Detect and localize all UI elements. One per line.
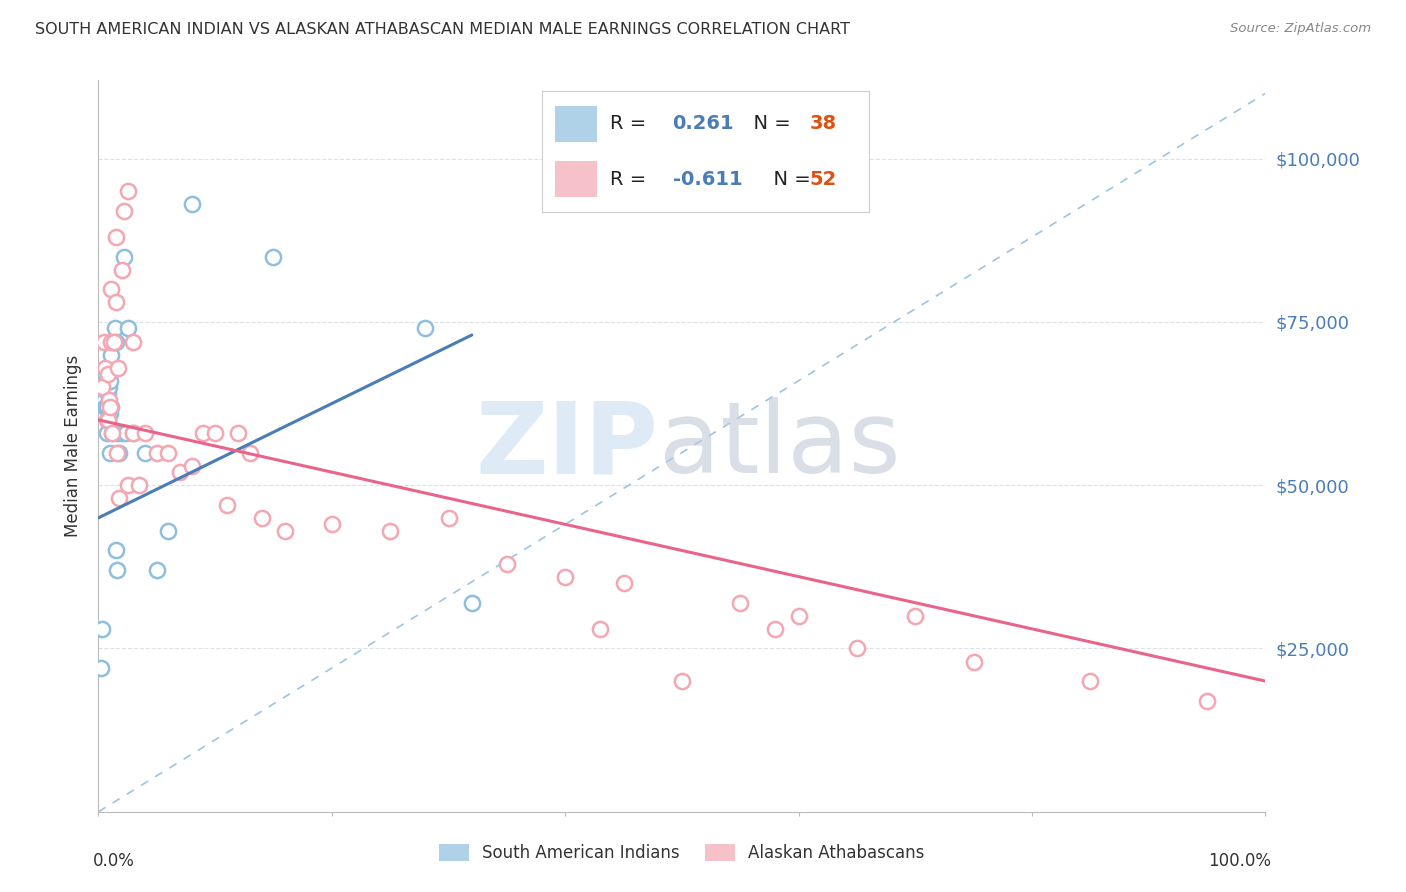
- Point: [97, 367, 120, 381]
- Point: [228, 425, 250, 440]
- Point: [589, 622, 612, 636]
- Point: [134, 445, 156, 459]
- Point: [97, 367, 120, 381]
- Point: [117, 184, 139, 198]
- Point: [105, 563, 128, 577]
- Point: [763, 622, 786, 636]
- Point: [180, 458, 202, 473]
- Point: [100, 347, 122, 362]
- Point: [111, 425, 134, 440]
- Point: [461, 596, 484, 610]
- Point: [262, 250, 284, 264]
- Point: [96, 425, 118, 440]
- Point: [787, 608, 810, 623]
- Point: [1080, 674, 1102, 689]
- Point: [122, 425, 145, 440]
- Point: [104, 543, 127, 558]
- Text: atlas: atlas: [658, 398, 900, 494]
- Point: [204, 425, 226, 440]
- Point: [96, 400, 118, 414]
- Point: [846, 641, 869, 656]
- Point: [100, 334, 122, 349]
- Point: [98, 406, 121, 420]
- Point: [104, 295, 127, 310]
- Point: [90, 380, 112, 394]
- Point: [98, 445, 121, 459]
- Point: [90, 661, 112, 675]
- Point: [105, 445, 128, 459]
- Point: [671, 674, 693, 689]
- Text: 0.0%: 0.0%: [93, 852, 135, 870]
- Point: [117, 321, 139, 335]
- Point: [904, 608, 927, 623]
- Point: [321, 517, 343, 532]
- Point: [380, 524, 402, 538]
- Point: [94, 400, 117, 414]
- Point: [437, 511, 460, 525]
- Point: [93, 380, 115, 394]
- Point: [104, 321, 127, 335]
- Point: [146, 563, 169, 577]
- Point: [115, 425, 138, 440]
- Point: [90, 622, 112, 636]
- Point: [274, 524, 297, 538]
- Point: [128, 478, 150, 492]
- Point: [108, 445, 131, 459]
- Point: [96, 413, 118, 427]
- Point: [100, 400, 122, 414]
- Legend: South American Indians, Alaskan Athabascans: South American Indians, Alaskan Athabasc…: [439, 844, 925, 862]
- Point: [122, 334, 145, 349]
- Point: [98, 374, 121, 388]
- Point: [169, 465, 191, 479]
- Point: [157, 524, 180, 538]
- Text: SOUTH AMERICAN INDIAN VS ALASKAN ATHABASCAN MEDIAN MALE EARNINGS CORRELATION CHA: SOUTH AMERICAN INDIAN VS ALASKAN ATHABAS…: [35, 22, 851, 37]
- Point: [122, 425, 145, 440]
- Point: [117, 478, 139, 492]
- Point: [112, 203, 135, 218]
- Y-axis label: Median Male Earnings: Median Male Earnings: [65, 355, 83, 537]
- Point: [413, 321, 436, 335]
- Point: [97, 393, 120, 408]
- Point: [157, 445, 180, 459]
- Point: [98, 400, 121, 414]
- Point: [101, 425, 124, 440]
- Point: [103, 334, 125, 349]
- Point: [104, 230, 127, 244]
- Point: [193, 425, 215, 440]
- Point: [93, 393, 115, 408]
- Point: [111, 262, 134, 277]
- Point: [100, 282, 122, 296]
- Point: [496, 557, 519, 571]
- Point: [97, 413, 120, 427]
- Point: [97, 360, 120, 375]
- Point: [94, 367, 117, 381]
- Point: [730, 596, 752, 610]
- Text: ZIP: ZIP: [475, 398, 658, 494]
- Point: [108, 491, 131, 506]
- Text: 100.0%: 100.0%: [1208, 852, 1271, 870]
- Text: Source: ZipAtlas.com: Source: ZipAtlas.com: [1230, 22, 1371, 36]
- Point: [93, 334, 115, 349]
- Point: [105, 425, 128, 440]
- Point: [97, 386, 120, 401]
- Point: [107, 360, 129, 375]
- Point: [239, 445, 262, 459]
- Point: [134, 425, 156, 440]
- Point: [613, 576, 636, 591]
- Point: [94, 360, 117, 375]
- Point: [103, 334, 125, 349]
- Point: [97, 413, 120, 427]
- Point: [146, 445, 169, 459]
- Point: [101, 425, 124, 440]
- Point: [1195, 694, 1218, 708]
- Point: [250, 511, 273, 525]
- Point: [180, 197, 202, 211]
- Point: [962, 655, 984, 669]
- Point: [554, 569, 576, 583]
- Point: [97, 380, 120, 394]
- Point: [112, 250, 135, 264]
- Point: [104, 334, 127, 349]
- Point: [215, 498, 238, 512]
